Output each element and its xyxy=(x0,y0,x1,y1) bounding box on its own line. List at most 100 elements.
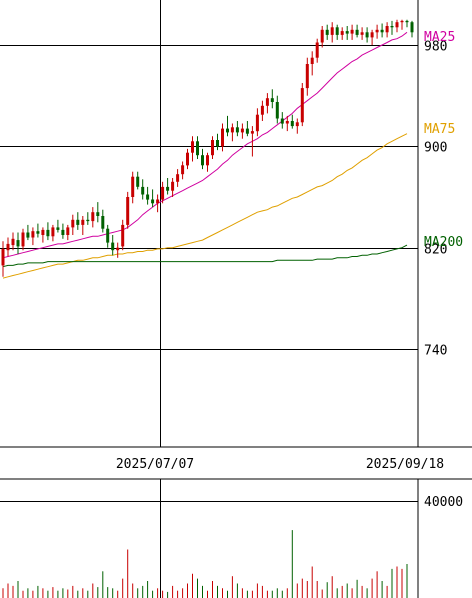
candle-body xyxy=(171,181,175,191)
candle-body xyxy=(96,212,100,216)
price-tick-label: 980 xyxy=(424,40,447,55)
ma-line-ma200 xyxy=(2,244,408,268)
candle-body xyxy=(400,20,404,23)
candle-body xyxy=(245,128,249,134)
candle-body xyxy=(36,231,40,234)
candle-body xyxy=(211,140,214,156)
candle-body xyxy=(265,98,269,106)
ma-legend-label: MA75 xyxy=(424,122,455,137)
candle-body xyxy=(255,114,259,132)
ma-legend-label: MA25 xyxy=(424,30,455,45)
candle-body xyxy=(370,32,374,38)
candle-body xyxy=(365,32,369,38)
candle-body xyxy=(16,240,20,247)
candle-body xyxy=(126,197,130,225)
candle-body xyxy=(156,199,160,204)
candle-body xyxy=(260,105,264,115)
candle-body xyxy=(141,186,145,195)
candle-body xyxy=(11,238,15,246)
candle-body xyxy=(300,88,304,123)
candle-body xyxy=(350,29,354,34)
candle-body xyxy=(235,127,239,133)
candle-body xyxy=(335,27,339,35)
candle-body xyxy=(375,29,379,33)
candle-body xyxy=(385,26,389,33)
candle-body xyxy=(61,229,65,235)
candle-body xyxy=(226,128,229,133)
candle-body xyxy=(76,219,80,225)
candle-body xyxy=(51,227,55,237)
candle-body xyxy=(151,199,155,204)
candle-body xyxy=(355,29,359,35)
candle-body xyxy=(181,165,185,175)
candle-body xyxy=(345,31,349,34)
candle-body xyxy=(280,118,284,124)
candle-body xyxy=(121,224,125,247)
candle-body xyxy=(136,176,140,187)
ma-line-ma25 xyxy=(2,31,408,259)
candle-body xyxy=(230,127,234,133)
price-tick-label: 820 xyxy=(424,243,447,258)
candle-body xyxy=(390,26,394,28)
candle-body xyxy=(330,27,334,35)
candle-body xyxy=(340,31,344,35)
price-tick-label: 900 xyxy=(424,141,447,156)
candle-body xyxy=(196,141,199,156)
candle-body xyxy=(21,232,25,247)
candle-body xyxy=(111,242,115,251)
candle-body xyxy=(315,42,319,58)
candle-body xyxy=(380,29,384,33)
candle-body xyxy=(310,57,314,64)
ma-line-ma75 xyxy=(2,133,408,279)
candle-body xyxy=(176,174,180,182)
candle-body xyxy=(191,141,194,153)
candle-body xyxy=(46,229,50,237)
candle-body xyxy=(131,176,135,197)
candle-body xyxy=(26,232,30,238)
candle-body xyxy=(116,247,120,251)
candle-body xyxy=(240,128,244,133)
volume-bars xyxy=(2,530,408,598)
candle-body xyxy=(295,122,299,127)
candle-body xyxy=(285,121,289,124)
price-tick-label: 740 xyxy=(424,344,447,359)
candle-body xyxy=(201,155,204,166)
candle-body xyxy=(86,219,90,222)
candle-body xyxy=(325,29,329,35)
candle-body xyxy=(186,152,189,166)
candle-body xyxy=(31,231,35,238)
candle-body xyxy=(146,194,150,200)
candle-body xyxy=(410,22,414,33)
date-tick-label: 2025/09/18 xyxy=(366,457,444,472)
candle-body xyxy=(290,121,294,127)
candle-body xyxy=(6,243,10,251)
candle-body xyxy=(305,64,309,89)
candle-body xyxy=(206,155,209,166)
candle-body xyxy=(1,248,5,266)
candle-body xyxy=(166,186,170,191)
candle-body xyxy=(41,229,45,235)
ma-legend-label: MA200 xyxy=(424,235,463,250)
volume-tick-label: 40000 xyxy=(424,495,463,510)
candles xyxy=(1,19,414,277)
axis-labels: 980 900 820 740 2025/07/07 2025/09/18 40000 MA2… xyxy=(116,30,463,510)
candle-body xyxy=(275,102,279,119)
candle-body xyxy=(216,140,219,147)
moving-average-lines xyxy=(2,31,408,279)
candle-body xyxy=(270,98,274,102)
candle-body xyxy=(106,228,110,243)
candle-body xyxy=(360,32,364,35)
date-tick-label: 2025/07/07 xyxy=(116,457,194,472)
candle-body xyxy=(161,186,165,200)
candle-body xyxy=(71,219,75,228)
candle-body xyxy=(405,20,409,23)
candle-body xyxy=(101,216,105,229)
candle-body xyxy=(221,128,224,147)
candle-body xyxy=(320,29,324,43)
candle-body xyxy=(250,131,254,134)
candle-body xyxy=(91,212,95,222)
candle-body xyxy=(81,219,85,225)
